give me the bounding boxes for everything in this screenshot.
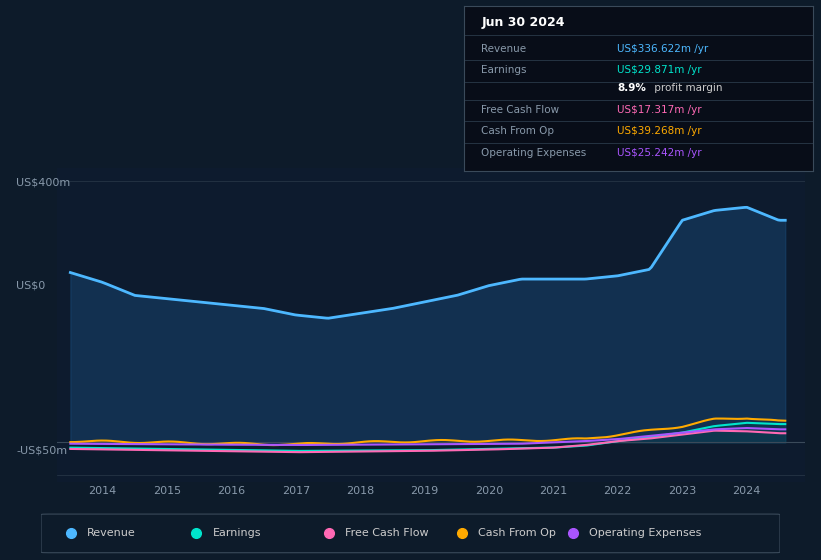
Text: US$25.242m /yr: US$25.242m /yr (617, 148, 702, 157)
Text: profit margin: profit margin (650, 83, 722, 93)
Text: US$400m: US$400m (16, 178, 71, 188)
Text: US$336.622m /yr: US$336.622m /yr (617, 44, 709, 54)
Text: Free Cash Flow: Free Cash Flow (346, 529, 429, 538)
Text: 8.9%: 8.9% (617, 83, 646, 93)
Text: Earnings: Earnings (481, 65, 527, 75)
Text: Earnings: Earnings (213, 529, 261, 538)
Text: US$39.268m /yr: US$39.268m /yr (617, 126, 702, 136)
Text: US$17.317m /yr: US$17.317m /yr (617, 105, 702, 115)
Text: Operating Expenses: Operating Expenses (481, 148, 586, 157)
Text: Cash From Op: Cash From Op (481, 126, 554, 136)
Text: Jun 30 2024: Jun 30 2024 (481, 16, 565, 29)
Text: Cash From Op: Cash From Op (479, 529, 557, 538)
Text: US$29.871m /yr: US$29.871m /yr (617, 65, 702, 75)
Text: Free Cash Flow: Free Cash Flow (481, 105, 559, 115)
Text: Revenue: Revenue (481, 44, 526, 54)
Text: Revenue: Revenue (87, 529, 135, 538)
Text: -US$50m: -US$50m (16, 445, 67, 455)
Text: Operating Expenses: Operating Expenses (589, 529, 702, 538)
Text: US$0: US$0 (16, 281, 46, 291)
